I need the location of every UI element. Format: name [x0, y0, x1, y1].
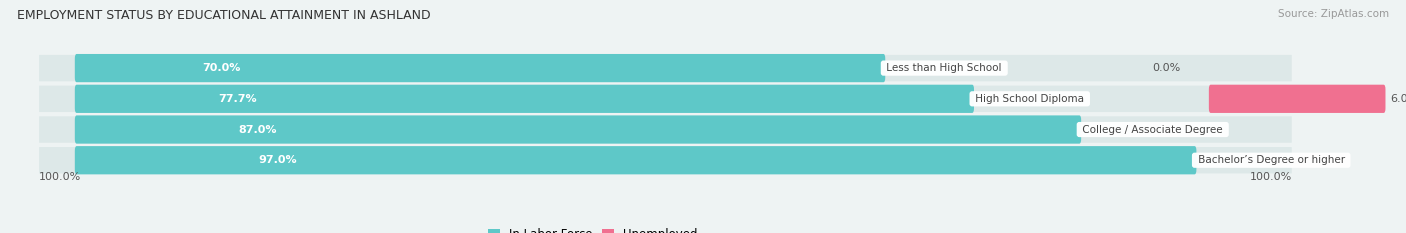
Text: 77.7%: 77.7%: [218, 94, 257, 104]
Text: 100.0%: 100.0%: [1250, 172, 1292, 182]
Text: 0.0%: 0.0%: [1152, 63, 1180, 73]
FancyBboxPatch shape: [1399, 115, 1406, 144]
FancyBboxPatch shape: [75, 146, 1197, 174]
FancyBboxPatch shape: [39, 86, 1292, 112]
Text: High School Diploma: High School Diploma: [972, 94, 1087, 104]
FancyBboxPatch shape: [75, 54, 886, 82]
Text: 87.0%: 87.0%: [238, 124, 277, 134]
FancyBboxPatch shape: [75, 115, 1081, 144]
Text: 97.0%: 97.0%: [259, 155, 297, 165]
FancyBboxPatch shape: [39, 55, 1292, 81]
Text: Source: ZipAtlas.com: Source: ZipAtlas.com: [1278, 9, 1389, 19]
Text: 70.0%: 70.0%: [202, 63, 240, 73]
Text: EMPLOYMENT STATUS BY EDUCATIONAL ATTAINMENT IN ASHLAND: EMPLOYMENT STATUS BY EDUCATIONAL ATTAINM…: [17, 9, 430, 22]
FancyBboxPatch shape: [39, 116, 1292, 143]
FancyBboxPatch shape: [1209, 85, 1385, 113]
Legend: In Labor Force, Unemployed: In Labor Force, Unemployed: [484, 224, 703, 233]
Text: Bachelor’s Degree or higher: Bachelor’s Degree or higher: [1195, 155, 1348, 165]
Text: Less than High School: Less than High School: [883, 63, 1005, 73]
Text: 6.0%: 6.0%: [1391, 94, 1406, 104]
FancyBboxPatch shape: [75, 85, 974, 113]
Text: 100.0%: 100.0%: [39, 172, 82, 182]
Text: College / Associate Degree: College / Associate Degree: [1080, 124, 1226, 134]
FancyBboxPatch shape: [39, 147, 1292, 173]
